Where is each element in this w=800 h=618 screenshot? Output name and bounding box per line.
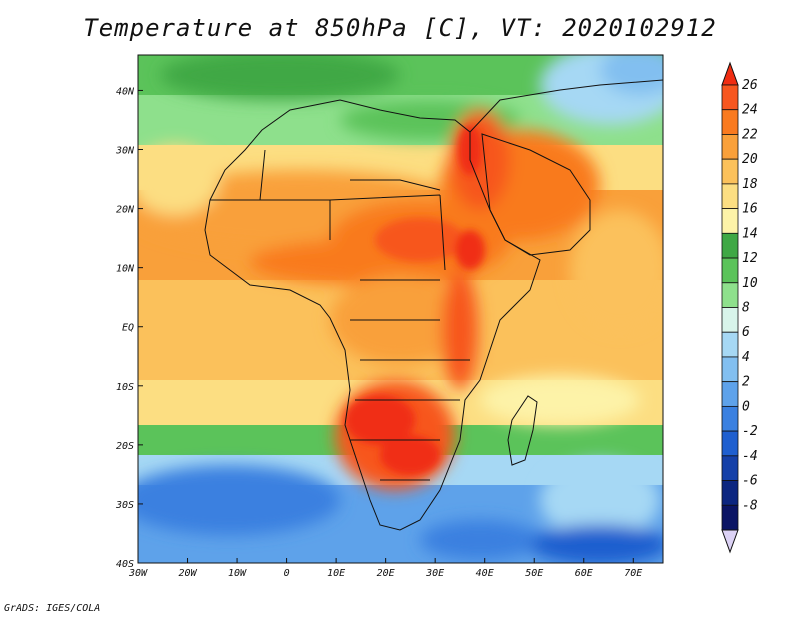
colorbar-segment <box>721 109 739 135</box>
colorbar-label: 6 <box>742 325 750 340</box>
lon-tick-label: 10W <box>228 568 247 579</box>
colorbar-label: 0 <box>742 399 750 414</box>
colorbar-segment <box>721 282 739 308</box>
colorbar-segment <box>721 158 739 185</box>
lon-tick-label: 20E <box>377 568 395 579</box>
colorbar-segment <box>721 183 739 210</box>
colorbar-segment <box>721 405 739 432</box>
colorbar-segment <box>721 356 739 383</box>
lat-tick-label: 20N <box>116 205 135 216</box>
lat-tick-label: 30N <box>115 146 135 157</box>
lat-tick-label: 10S <box>116 382 134 393</box>
colorbar-max-cap <box>721 61 739 86</box>
lon-tick-label: 60E <box>575 568 593 579</box>
lon-tick-label: 40E <box>476 568 494 579</box>
colorbar-segment <box>721 257 739 284</box>
colorbar-label: 2 <box>742 375 750 390</box>
lon-tick-label: 70E <box>624 568 642 579</box>
lon-tick-label: 0 <box>284 568 290 579</box>
colorbar-segment <box>721 208 739 234</box>
lat-tick-label: 20S <box>116 441 134 452</box>
colorbar-label: 20 <box>742 152 758 167</box>
colorbar-segment <box>721 480 739 506</box>
lat-tick-label: 10N <box>116 264 135 275</box>
colorbar-segment <box>721 84 739 111</box>
temperature-field <box>138 55 663 563</box>
colorbar-segment <box>721 504 739 531</box>
colorbar-label: 22 <box>742 127 758 142</box>
lat-tick-label: 30S <box>115 500 134 511</box>
lon-tick-label: 20W <box>178 568 197 579</box>
lat-tick-label: 40N <box>116 86 135 97</box>
colorbar-label: 18 <box>742 177 758 192</box>
longitude-axis: 30W 20W 10W 0 10E 20E 30E 40E 50E 60E 70E <box>128 558 642 579</box>
colorbar-segment <box>721 381 739 407</box>
colorbar-segment <box>721 331 739 358</box>
colorbar-label: 4 <box>742 350 750 365</box>
colorbar-label: 10 <box>742 276 758 291</box>
lon-tick-label: 10E <box>327 568 345 579</box>
lat-tick-label: EQ <box>122 323 134 334</box>
credit-label: GrADS: IGES/COLA <box>4 603 101 614</box>
lon-tick-label: 30E <box>425 568 444 579</box>
map-frame <box>137 54 664 564</box>
colorbar-segment <box>721 455 739 481</box>
lon-tick-label: 50E <box>525 568 543 579</box>
colorbar-label: 16 <box>742 202 758 217</box>
colorbar-label: -8 <box>742 498 758 513</box>
lat-tick-label: 40S <box>116 559 134 570</box>
coastlines <box>204 79 663 531</box>
colorbar-label: 8 <box>742 301 750 316</box>
latitude-axis: 40N 30N 20N 10N EQ 10S 20S 30S 40S <box>115 86 143 570</box>
colorbar-label: -2 <box>742 424 758 439</box>
colorbar-segment <box>721 232 739 259</box>
colorbar-label: -4 <box>742 449 758 464</box>
lon-tick-label: 30W <box>128 568 148 579</box>
map-title: Temperature at 850hPa [C], VT: 202010291… <box>83 14 717 42</box>
colorbar-label: 14 <box>742 226 758 241</box>
colorbar-label: 24 <box>742 103 758 118</box>
colorbar-min-cap <box>721 529 739 554</box>
colorbar-label: -6 <box>742 474 758 489</box>
colorbar-label: 12 <box>742 251 758 266</box>
colorbar-label: 26 <box>742 78 758 93</box>
colorbar-segment <box>721 430 739 457</box>
colorbar-segment <box>721 134 739 160</box>
colorbar-segment <box>721 307 739 333</box>
